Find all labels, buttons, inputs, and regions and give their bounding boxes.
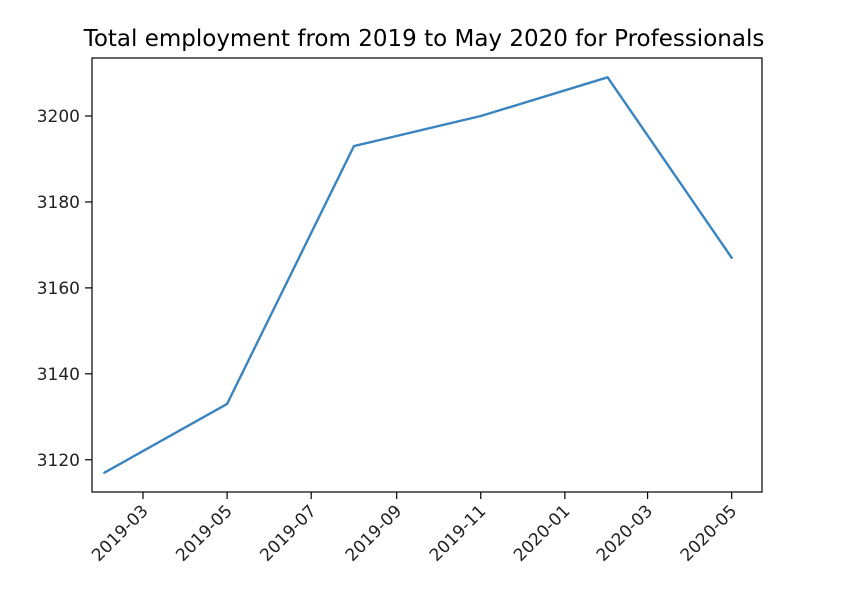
y-tick-label: 3200 bbox=[37, 107, 80, 127]
x-tick-label: 2020-05 bbox=[677, 501, 741, 565]
y-tick-label: 3140 bbox=[37, 365, 80, 385]
series-line-0 bbox=[103, 76, 733, 474]
plot-frame bbox=[91, 57, 763, 493]
chart-title: Total employment from 2019 to May 2020 f… bbox=[83, 26, 765, 52]
x-tick-label: 2020-03 bbox=[593, 501, 657, 565]
x-tick-label: 2019-07 bbox=[256, 501, 320, 565]
x-tick-label: 2019-03 bbox=[88, 501, 152, 565]
y-tick-label: 3180 bbox=[37, 193, 80, 213]
x-tick-label: 2020-01 bbox=[510, 501, 574, 565]
x-tick-label: 2019-11 bbox=[426, 501, 490, 565]
y-tick-label: 3160 bbox=[37, 279, 80, 299]
y-tick-label: 3120 bbox=[37, 451, 80, 471]
plot-area: 3120 3140 3160 3180 3200 2019-03 2019-05 2019-0… bbox=[37, 57, 763, 566]
x-tick-label: 2019-05 bbox=[172, 501, 236, 565]
x-tick-label: 2019-09 bbox=[342, 501, 406, 565]
